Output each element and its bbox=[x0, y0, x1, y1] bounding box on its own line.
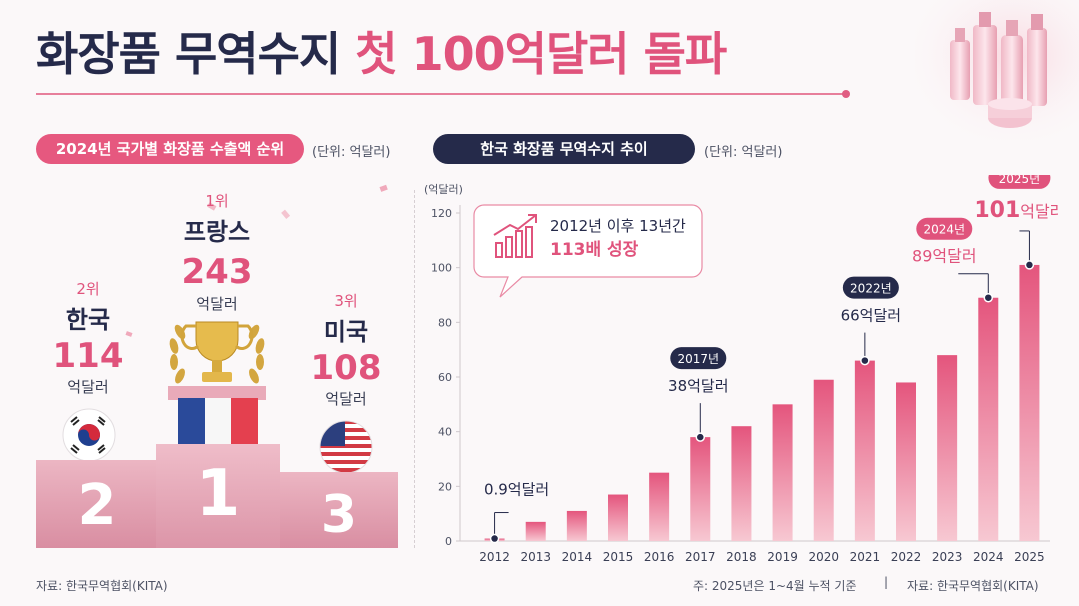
point-2017 bbox=[695, 432, 706, 442]
left-section-unit: (단위: 억달러) bbox=[312, 145, 391, 160]
right-section-unit: (단위: 억달러) bbox=[704, 145, 783, 160]
title-underline bbox=[36, 93, 846, 95]
x-tick-label: 2023 bbox=[932, 550, 963, 564]
podium-1-top-step bbox=[168, 386, 266, 400]
footnote: 주: 2025년은 1~4월 누적 기준 bbox=[693, 579, 857, 593]
country-france: 프랑스 bbox=[183, 218, 251, 246]
trophy-icon bbox=[169, 321, 265, 384]
country-usa: 미국 bbox=[323, 318, 369, 346]
point-2024 bbox=[983, 292, 994, 303]
x-tick-label: 2020 bbox=[808, 550, 839, 564]
annot-2024-year: 2024년 bbox=[923, 223, 965, 237]
x-tick-label: 2012 bbox=[479, 550, 510, 564]
x-tick-label: 2019 bbox=[767, 550, 798, 564]
left-source: 자료: 한국무역협회(KITA) bbox=[36, 579, 168, 593]
y-tick-label: 40 bbox=[438, 426, 452, 439]
x-tick-label: 2014 bbox=[562, 550, 593, 564]
annot-2025-pill bbox=[988, 175, 1051, 189]
podium-block-1: 1 bbox=[156, 444, 280, 548]
y-tick-label: 80 bbox=[438, 316, 452, 329]
point-2021 bbox=[860, 355, 870, 366]
value-france: 243 bbox=[181, 252, 253, 292]
bar-2014 bbox=[566, 510, 587, 541]
annot-2022-pill bbox=[842, 276, 899, 299]
unit-korea: 억달러 bbox=[67, 378, 109, 396]
title-underline-dot bbox=[842, 90, 850, 98]
y-axis-label: (억달러) bbox=[424, 183, 463, 196]
korea-flag-icon bbox=[62, 408, 116, 462]
y-tick-label: 0 bbox=[445, 535, 452, 548]
x-tick-label: 2018 bbox=[726, 550, 757, 564]
right-section-header: 한국 화장품 무역수지 추이 bbox=[433, 134, 695, 164]
value-korea: 114 bbox=[52, 336, 124, 376]
point-2012 bbox=[489, 533, 500, 544]
confetti-decoration bbox=[125, 184, 388, 337]
podium-block-2: 2 bbox=[36, 460, 158, 548]
annot-2025-year: 2025년 bbox=[999, 175, 1041, 186]
rank-3-label: 3위 bbox=[334, 292, 358, 310]
x-tick-label: 2025 bbox=[1014, 550, 1045, 564]
country-korea: 한국 bbox=[65, 306, 111, 334]
unit-usa: 억달러 bbox=[325, 390, 367, 408]
bar-2015 bbox=[608, 494, 628, 541]
annot-2024-value: 89억달러 bbox=[912, 247, 977, 266]
bar-2021 bbox=[854, 360, 875, 541]
right-source: 자료: 한국무역협회(KITA) bbox=[907, 579, 1039, 593]
podium-number-3: 3 bbox=[320, 485, 358, 545]
callout-line2: 113배 성장 bbox=[550, 240, 639, 260]
rank-2-label: 2위 bbox=[76, 280, 100, 298]
unit-france: 억달러 bbox=[196, 295, 238, 313]
title-part1: 화장품 무역수지 bbox=[36, 27, 341, 81]
podium-block-3: 3 bbox=[280, 472, 398, 548]
annot-2022-value: 66억달러 bbox=[841, 307, 902, 325]
annot-2024-pill bbox=[916, 217, 973, 240]
annot-2022-year: 2022년 bbox=[850, 282, 892, 296]
point-2025 bbox=[1024, 260, 1035, 270]
annot-2017-pill bbox=[670, 347, 727, 370]
bar-2013 bbox=[525, 521, 546, 541]
title-part2: 첫 100억달러 돌파 bbox=[355, 27, 727, 81]
callout-line1: 2012년 이후 13년간 bbox=[550, 217, 686, 235]
x-tick-label: 2013 bbox=[520, 550, 551, 564]
bar-2019 bbox=[772, 404, 793, 541]
x-tick-label: 2016 bbox=[644, 550, 675, 564]
rank-1-label: 1위 bbox=[205, 192, 229, 210]
annot-2025-number: 101 bbox=[974, 198, 1020, 223]
bar-2020 bbox=[813, 379, 834, 541]
page-title: 화장품 무역수지 첫 100억달러 돌파 bbox=[36, 18, 727, 84]
y-tick-label: 60 bbox=[438, 371, 452, 384]
y-tick-label: 20 bbox=[438, 480, 452, 493]
x-tick-label: 2021 bbox=[850, 550, 881, 564]
bar-2022 bbox=[896, 382, 916, 541]
y-tick-label: 100 bbox=[431, 262, 452, 275]
annot-2025-value: 101억달러 bbox=[974, 198, 1058, 223]
value-usa: 108 bbox=[310, 348, 382, 388]
podium-number-2: 2 bbox=[77, 473, 117, 538]
footer-separator: | bbox=[884, 575, 889, 589]
x-tick-label: 2024 bbox=[973, 550, 1004, 564]
annot-2012-value: 0.9억달러 bbox=[484, 481, 549, 499]
france-flag-icon bbox=[178, 398, 258, 444]
annot-2017-year: 2017년 bbox=[677, 352, 719, 366]
bar-2023 bbox=[937, 355, 958, 541]
x-tick-label: 2022 bbox=[891, 550, 922, 564]
left-section-header: 2024년 국가별 화장품 수출액 순위 bbox=[36, 134, 304, 164]
y-tick-label: 120 bbox=[431, 207, 452, 220]
x-tick-label: 2015 bbox=[603, 550, 634, 564]
bar-2025 bbox=[1019, 264, 1040, 541]
trade-balance-bar-chart: (억달러) 0 20 40 60 80 100 120 2012 2013 2014 2015 20… bbox=[424, 175, 1058, 564]
usa-flag-icon bbox=[319, 420, 373, 474]
annot-2025-unit: 억달러 bbox=[1020, 202, 1058, 221]
x-tick-label: 2017 bbox=[685, 550, 716, 564]
bar-2017 bbox=[690, 437, 711, 541]
bar-2018 bbox=[731, 426, 752, 541]
section-divider bbox=[414, 190, 415, 548]
annot-2017-value: 38억달러 bbox=[668, 377, 729, 395]
growth-callout: 2012년 이후 13년간 113배 성장 bbox=[473, 204, 703, 298]
podium-number-1: 1 bbox=[195, 457, 241, 531]
bar-2016 bbox=[649, 472, 670, 541]
bar-2024 bbox=[978, 297, 999, 541]
cosmetics-bottles-illustration bbox=[915, 0, 1079, 140]
growth-chart-icon bbox=[493, 214, 537, 258]
